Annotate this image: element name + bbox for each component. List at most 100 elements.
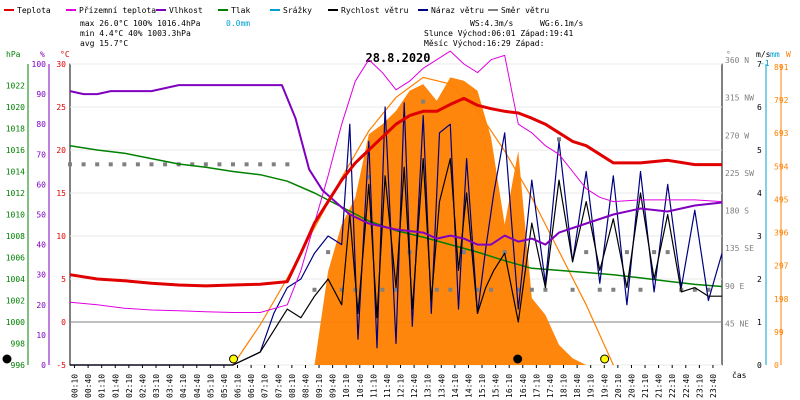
axis-title-pct: % — [40, 50, 45, 59]
stat-max: max 26.0°C 100% 1016.4hPa — [80, 19, 201, 28]
x-tick-label: 05:40 — [220, 374, 229, 398]
x-tick-label: 04:40 — [193, 374, 202, 398]
humidity-line — [69, 84, 723, 246]
wind-gust-line — [70, 102, 723, 366]
pct-tick-label: 50 — [36, 211, 46, 220]
legend-label: Přízemní teplota — [79, 6, 156, 15]
pct-tick-label: 40 — [36, 241, 46, 250]
axis-title-degc: °C — [60, 50, 70, 59]
pct-tick-label: 30 — [36, 271, 46, 280]
temp-tick-label: 25 — [56, 103, 66, 112]
wind-direction-point — [543, 287, 548, 292]
hpa-tick-label: 1012 — [6, 189, 25, 198]
wind-direction-point — [203, 162, 208, 167]
direction-tick-label: 135 SE — [725, 244, 754, 253]
wind-direction-point — [163, 162, 168, 167]
wind-direction-point — [68, 162, 72, 167]
stat-max-rain: 0.0mm — [226, 19, 250, 28]
x-tick-label: 02:40 — [138, 374, 147, 398]
x-tick-label: 01:40 — [111, 374, 120, 398]
axes-group: 1022102010181016101410121010100810061004… — [6, 56, 789, 398]
x-tick-label: 21:10 — [641, 374, 650, 398]
x-tick-label: 11:10 — [369, 374, 378, 398]
legend-label: Srážky — [283, 6, 312, 15]
wind-direction-point — [665, 250, 670, 255]
legend-label: Rychlost větru — [341, 6, 409, 15]
wind-direction-point — [231, 162, 235, 167]
axis-title-dir: ° — [726, 50, 731, 59]
x-tick-label: 14:10 — [451, 374, 460, 398]
pct-tick-label: 0 — [41, 361, 46, 370]
x-tick-label: 23:10 — [695, 374, 704, 398]
x-tick-label: 09:10 — [315, 374, 324, 398]
wind-direction-point — [271, 162, 276, 167]
stat-moon: Měsíc Východ:16:29 Západ: — [424, 39, 544, 48]
x-tick-label: 16:10 — [505, 374, 514, 398]
x-tick-label: 10:10 — [342, 374, 351, 398]
hpa-tick-label: 1016 — [6, 146, 25, 155]
wind-direction-point — [339, 287, 344, 292]
moon-marker — [2, 354, 12, 364]
temp-tick-label: 5 — [61, 275, 66, 284]
temp-tick-label: -5 — [56, 361, 66, 370]
direction-tick-label: 270 W — [725, 131, 749, 140]
wind-direction-point — [692, 287, 697, 292]
x-tick-label: 22:40 — [682, 374, 691, 398]
stat-ws: WS:4.3m/s — [470, 19, 514, 28]
wind-direction-point — [584, 250, 589, 255]
wind-direction-point — [516, 287, 521, 292]
hpa-tick-label: 1010 — [6, 211, 25, 220]
x-tick-label: 23:40 — [709, 374, 718, 398]
axis-title-time: čas — [732, 370, 747, 380]
x-tick-label: 07:40 — [274, 374, 283, 398]
w-tick-label: 99 — [774, 328, 784, 337]
ground-temperature-line — [69, 50, 723, 313]
hpa-tick-label: 1006 — [6, 254, 25, 263]
pct-tick-label: 80 — [36, 120, 46, 129]
wind-direction-point — [557, 137, 561, 142]
wind-direction-point — [217, 162, 222, 167]
wind-direction-point — [434, 287, 439, 292]
hpa-tick-label: 1014 — [6, 168, 25, 177]
pct-tick-label: 100 — [32, 60, 47, 69]
stats-block: max 26.0°C 100% 1016.4hPa 0.0mm min 4.4°… — [80, 19, 584, 48]
hpa-tick-label: 1020 — [6, 103, 25, 112]
x-tick-label: 20:10 — [614, 374, 623, 398]
axis-title-hpa: hPa — [6, 50, 21, 59]
x-tick-label: 03:40 — [166, 374, 175, 398]
temp-tick-label: 20 — [56, 146, 66, 155]
wind-direction-point — [285, 162, 290, 167]
axis-title-w: W — [786, 50, 791, 59]
x-tick-label: 00:10 — [71, 374, 80, 398]
wind-speed-line — [70, 158, 722, 366]
wind-direction-point — [706, 287, 711, 292]
x-tick-label: 13:40 — [437, 374, 446, 398]
wind-direction-point — [122, 162, 127, 167]
direction-tick-label: 180 S — [725, 207, 749, 216]
x-tick-label: 12:10 — [397, 374, 406, 398]
pct-tick-label: 20 — [36, 301, 46, 310]
axis-title-mm: mm — [770, 50, 780, 59]
wind-direction-point — [244, 162, 249, 167]
solar-area — [314, 77, 587, 365]
wind-direction-point — [502, 250, 507, 255]
ms-tick-label: 4 — [757, 189, 762, 198]
pct-tick-label: 90 — [36, 90, 46, 99]
sunset-marker — [600, 354, 610, 364]
legend-label: Vlhkost — [169, 6, 203, 15]
x-tick-label: 19:40 — [600, 374, 609, 398]
temp-tick-label: 0 — [61, 318, 66, 327]
legend-label: Teplota — [17, 6, 51, 15]
temperature-line — [69, 96, 722, 288]
pct-tick-label: 60 — [36, 180, 46, 189]
temp-tick-label: 30 — [56, 60, 66, 69]
wind-direction-point — [108, 162, 113, 167]
x-tick-label: 00:40 — [84, 374, 93, 398]
legend-label: Náraz větru — [431, 6, 484, 15]
x-tick-label: 08:10 — [288, 374, 297, 398]
stat-min: min 4.4°C 40% 1003.3hPa — [80, 29, 191, 38]
wind-direction-point — [149, 162, 154, 167]
x-tick-label: 02:10 — [125, 374, 134, 398]
x-tick-label: 18:10 — [560, 374, 569, 398]
w-tick-label: 0 — [774, 361, 779, 370]
